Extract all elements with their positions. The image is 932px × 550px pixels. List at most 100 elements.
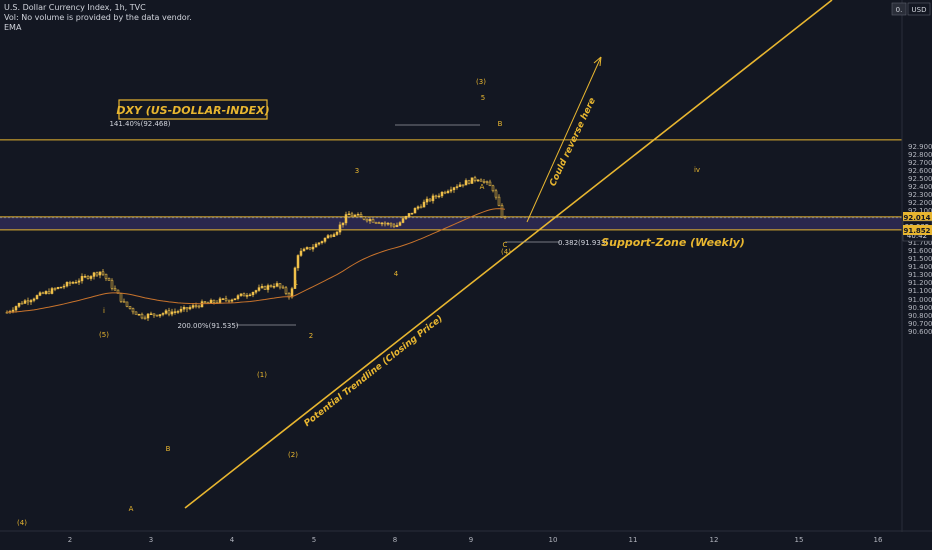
candle-body [194, 305, 198, 307]
candle-body [62, 285, 66, 288]
candle-body [446, 190, 450, 194]
price-tick-label: 90.800 [908, 312, 932, 320]
zone-top-badge-text: 92.014 [903, 214, 930, 222]
candle-body [422, 201, 426, 208]
wave-label-w-1-paren: (1) [257, 371, 267, 379]
candle-body [437, 195, 441, 198]
wave-label-w-2: 2 [309, 332, 313, 340]
candle-body [230, 299, 234, 302]
candle-body [38, 292, 42, 296]
candle-body [356, 214, 360, 216]
candle-body [389, 222, 393, 226]
price-tick-label: 92.600 [908, 167, 932, 175]
candle-body [272, 286, 276, 288]
time-tick-label: 11 [629, 536, 638, 544]
candle-body [425, 198, 429, 203]
candle-body [305, 247, 309, 250]
candle-body [281, 286, 285, 289]
candle-body [410, 212, 414, 215]
candle-body [383, 222, 387, 225]
candle-body [74, 281, 78, 284]
candle-body [26, 300, 30, 303]
candle-body [347, 213, 351, 216]
candle-body [326, 235, 330, 239]
currency-button[interactable] [907, 2, 931, 16]
candle-body [338, 224, 342, 233]
price-tick-label: 92.400 [908, 183, 932, 191]
candle-body [329, 235, 333, 237]
candle-body [341, 222, 345, 226]
chart-legend: U.S. Dollar Currency Index, 1h, TVC Vol:… [4, 3, 192, 33]
candle-body [23, 300, 27, 304]
candle-body [56, 287, 60, 289]
indicator-label[interactable]: EMA [4, 23, 22, 32]
candle-body [353, 214, 357, 217]
price-tick-label: 92.900 [908, 143, 932, 151]
reverse-arrow-line [526, 56, 602, 223]
wave-label-w-3-paren: (3) [476, 78, 486, 86]
time-tick-label: 9 [469, 536, 473, 544]
candle-body [482, 181, 486, 183]
price-tick-label: 92.200 [908, 199, 932, 207]
candle-body [344, 214, 348, 224]
wave-label-w-C: C [503, 241, 508, 249]
candle-body [497, 196, 501, 206]
corner-box[interactable] [891, 2, 907, 16]
candle-body [449, 189, 453, 192]
candle-body [362, 216, 366, 220]
candle-body [140, 313, 144, 319]
support-zone-band [0, 216, 902, 230]
candle-body [236, 295, 240, 299]
candle-body [458, 184, 462, 187]
candle-body [20, 302, 24, 305]
candle-body [266, 285, 270, 290]
candle-body [218, 298, 222, 303]
candle-body [35, 295, 39, 300]
candle-body [260, 286, 264, 288]
candle-body [269, 285, 273, 287]
candle-body [11, 309, 15, 312]
candle-body [365, 218, 369, 222]
corner-box-text: 0. [896, 6, 903, 14]
candle-body [398, 222, 402, 226]
potential-trendline[interactable] [184, 0, 833, 509]
time-tick-label: 5 [312, 536, 316, 544]
candle-body [308, 247, 312, 250]
candle-body [155, 314, 159, 317]
candle-body [440, 191, 444, 197]
candle-body [89, 276, 93, 279]
title-box[interactable] [118, 99, 268, 120]
candle-body [254, 290, 258, 293]
candle-body [407, 213, 411, 217]
reverse-arrow-head [593, 56, 602, 67]
candle-body [428, 198, 432, 202]
candle-body [503, 216, 507, 219]
candle-body [167, 310, 171, 315]
candle-body [299, 250, 303, 256]
candle-body [65, 282, 69, 287]
fib-0382-label: 0.382(91.933) [558, 239, 608, 247]
candle-body [59, 286, 63, 289]
candle-body [500, 205, 504, 218]
price-tick-label: 91.500 [908, 255, 932, 263]
candle-body [80, 276, 84, 282]
candle-body [14, 306, 18, 311]
fib-200-label: 200.00%(91.535) [177, 322, 238, 330]
candle-body [143, 317, 147, 320]
candle-body [185, 306, 189, 310]
candle-body [116, 289, 120, 294]
countdown-text: 40:42 [907, 232, 927, 240]
candle-body [434, 195, 438, 198]
candle-body [104, 273, 108, 279]
candle-body [431, 195, 435, 202]
candle-body [335, 231, 339, 235]
candle-body [113, 288, 117, 291]
price-tick-label: 92.800 [908, 151, 932, 159]
candle-body [494, 190, 498, 198]
candle-body [224, 298, 228, 301]
candle-body [401, 218, 405, 223]
candle-body [302, 248, 306, 252]
candle-body [176, 311, 180, 313]
candle-body [47, 291, 51, 294]
